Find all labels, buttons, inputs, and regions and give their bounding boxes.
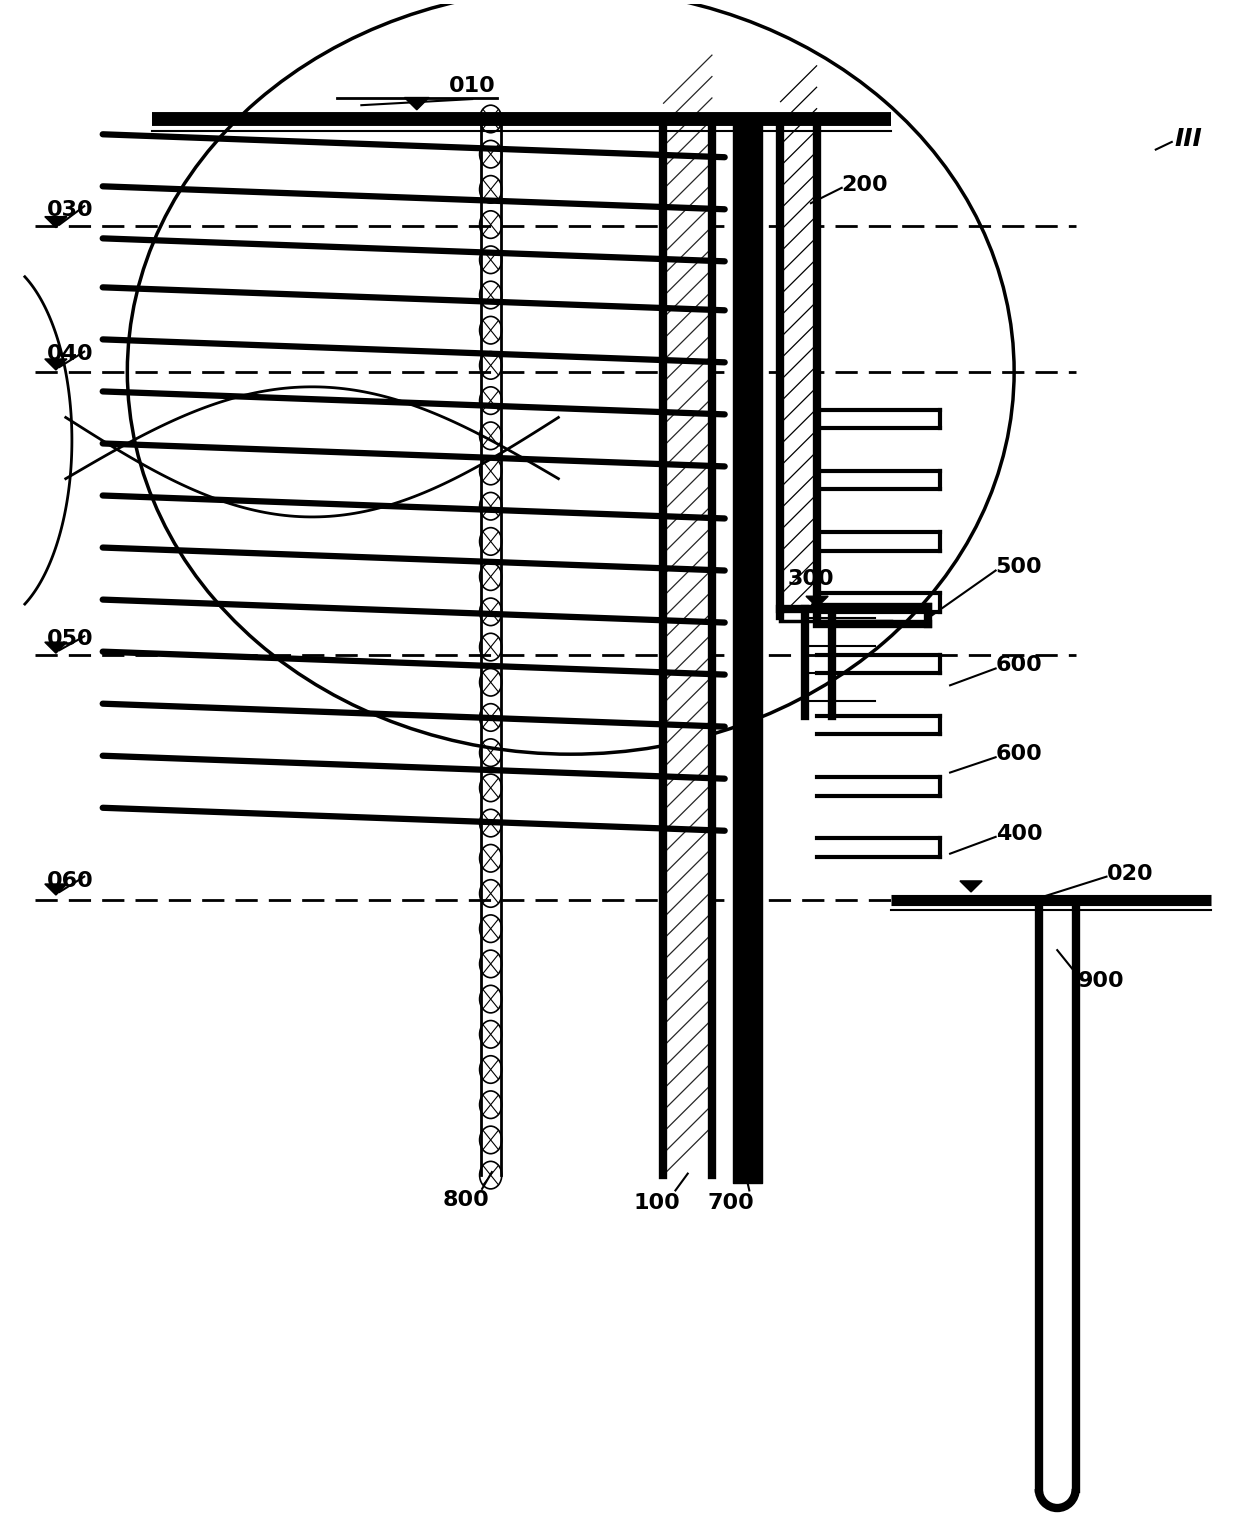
Text: 050: 050 — [47, 628, 94, 648]
Text: 020: 020 — [1106, 863, 1153, 883]
Text: 700: 700 — [708, 1194, 754, 1213]
Text: 600: 600 — [996, 745, 1043, 765]
Text: 010: 010 — [449, 75, 496, 95]
Polygon shape — [45, 883, 67, 896]
Text: 100: 100 — [634, 1194, 681, 1213]
Polygon shape — [806, 596, 828, 608]
Polygon shape — [45, 217, 67, 228]
Text: 900: 900 — [1078, 971, 1125, 991]
Text: 400: 400 — [996, 823, 1043, 843]
Text: 200: 200 — [842, 175, 888, 195]
Text: 060: 060 — [47, 871, 94, 891]
Text: 040: 040 — [47, 345, 94, 365]
Polygon shape — [45, 359, 67, 369]
Text: 800: 800 — [443, 1191, 490, 1211]
Polygon shape — [45, 642, 67, 653]
Text: 030: 030 — [47, 200, 94, 220]
Polygon shape — [960, 880, 982, 893]
Polygon shape — [404, 97, 429, 109]
Text: 300: 300 — [787, 569, 835, 589]
Text: 600: 600 — [996, 656, 1043, 676]
Text: III: III — [1174, 126, 1202, 151]
Text: 500: 500 — [996, 557, 1043, 577]
